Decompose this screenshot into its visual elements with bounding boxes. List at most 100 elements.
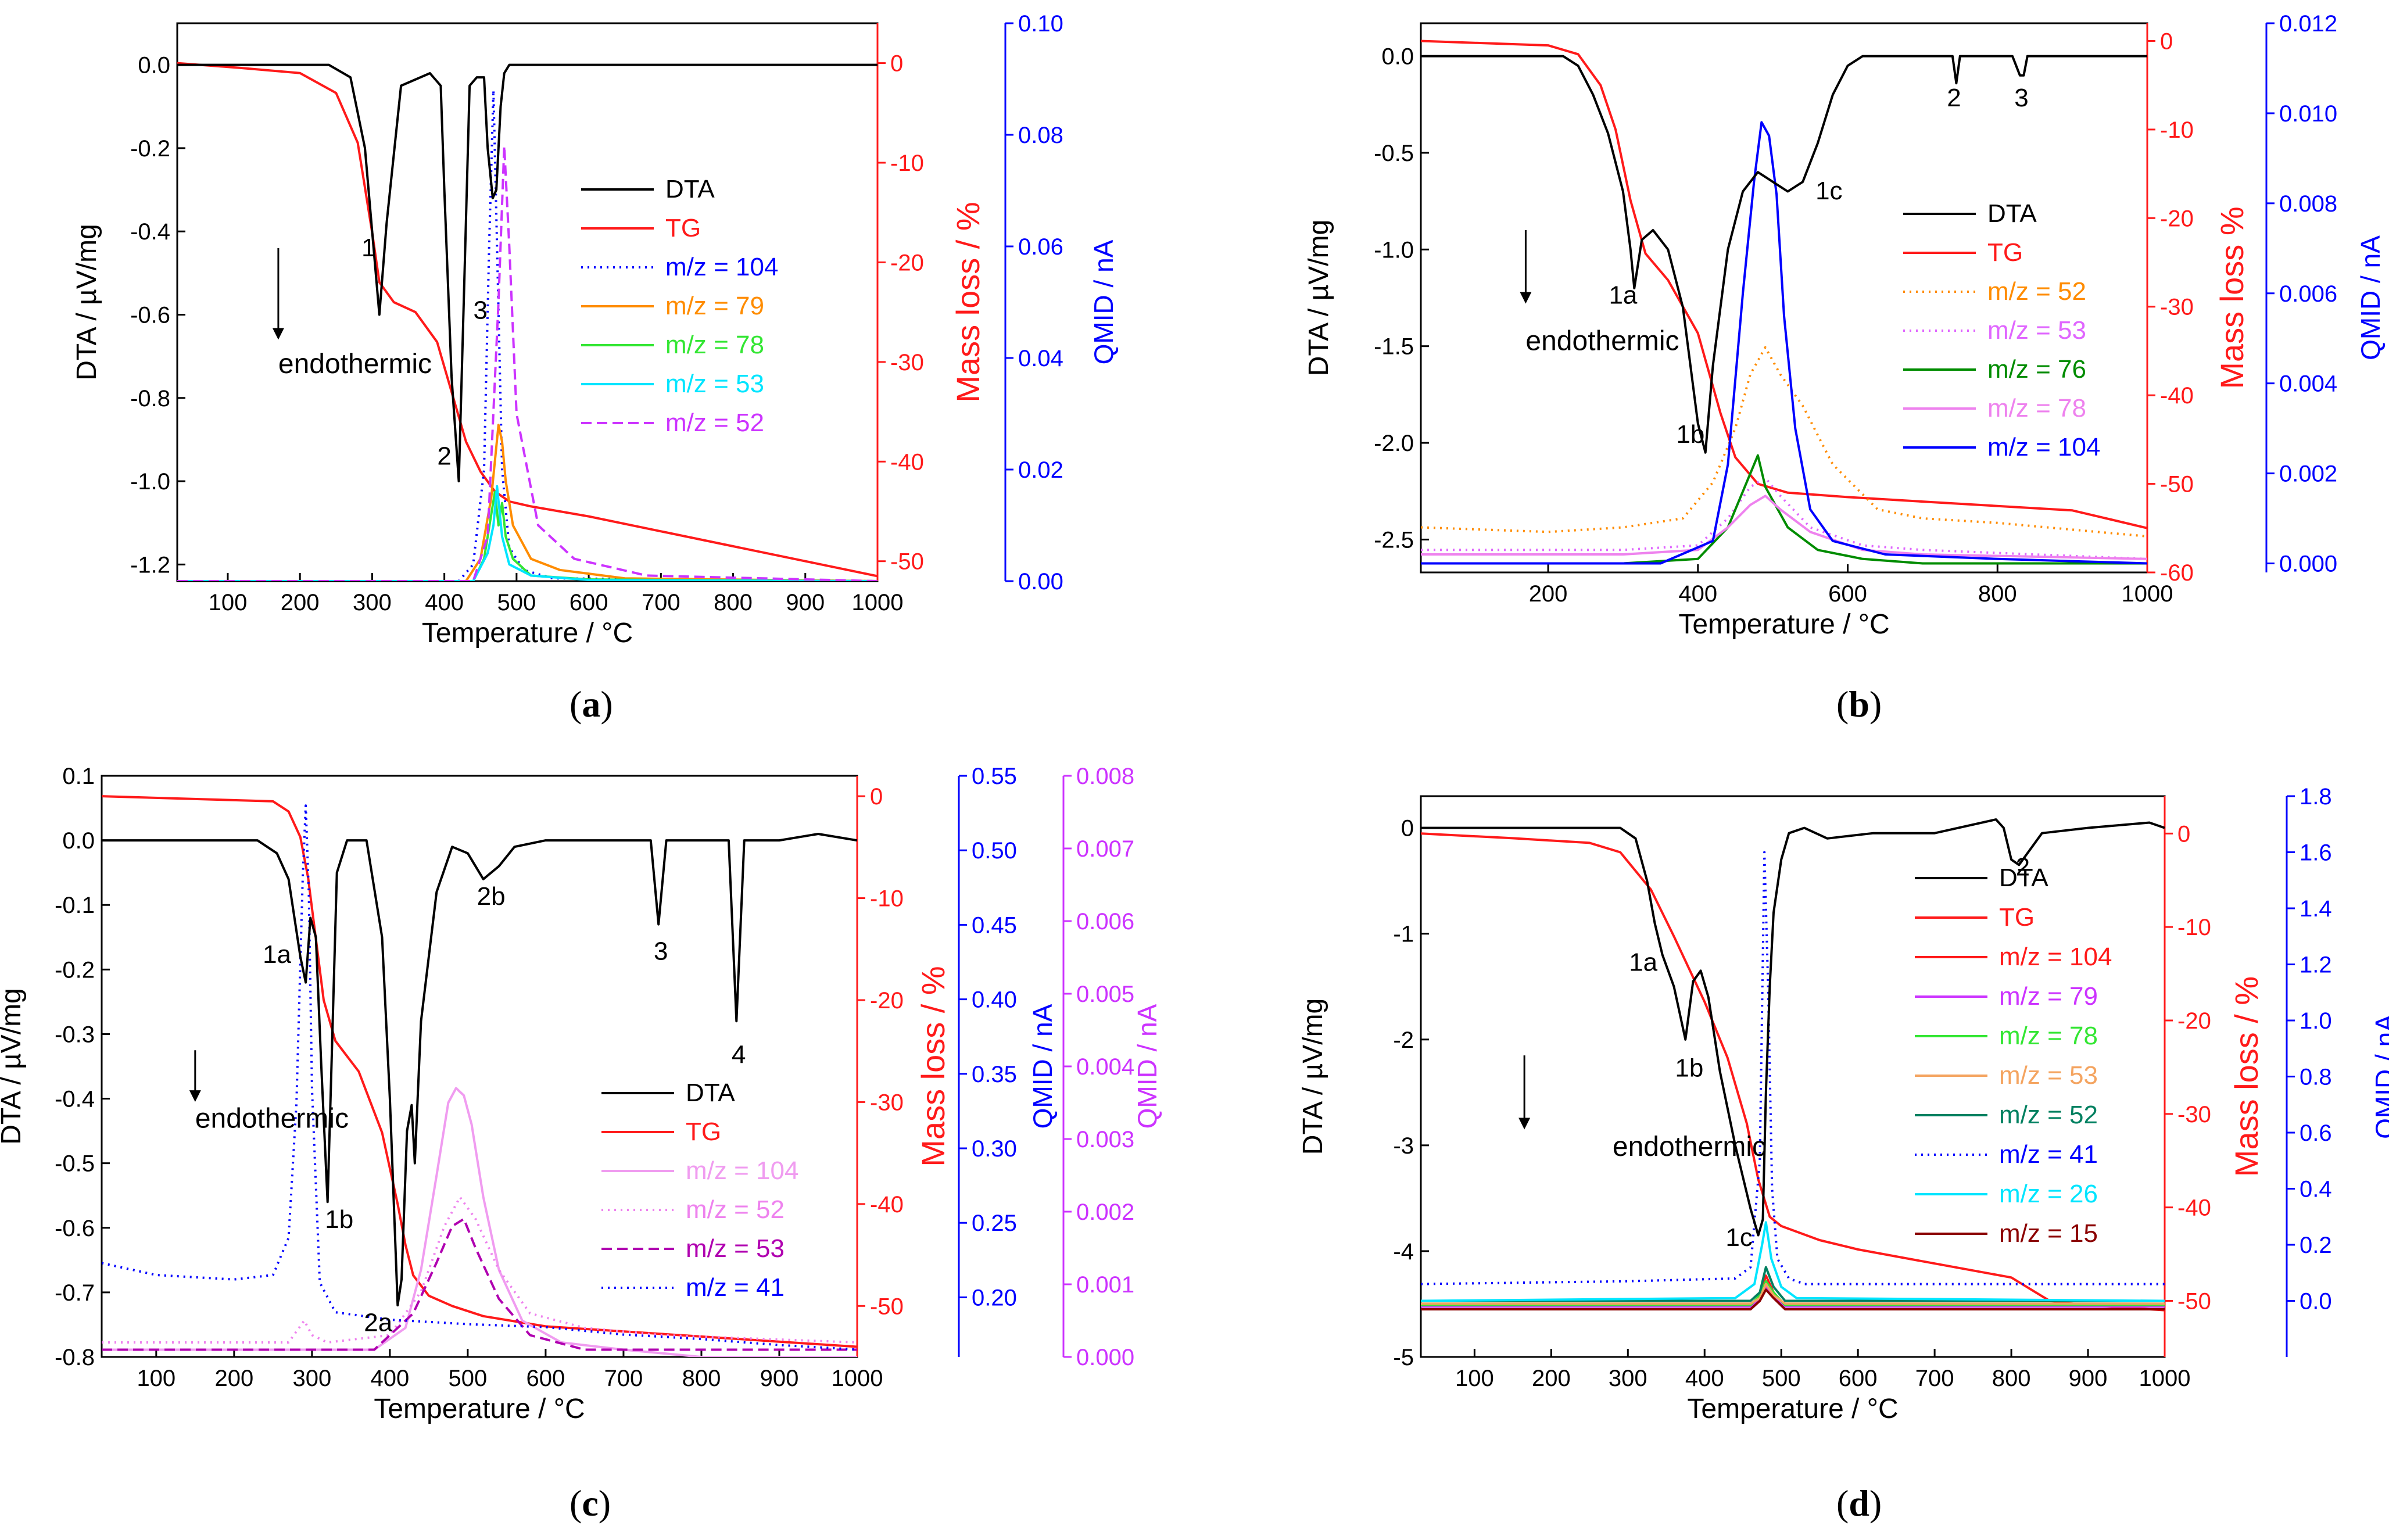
- annotation-label: 3: [2014, 84, 2028, 112]
- chart-panel-d: 100 200 300 400 500 600 700 800 900 1000Temperatu…: [1298, 784, 2389, 1424]
- y-right-axis-label: Mass loss %: [2214, 206, 2250, 389]
- y-right-tick-label: 0: [2177, 821, 2190, 847]
- x-tick-label: 800: [714, 590, 753, 615]
- y-right-tick-label: -30: [890, 350, 924, 375]
- y-left-tick-label: 0.0: [138, 53, 170, 78]
- y-left-tick-label: -0.2: [55, 957, 95, 983]
- y-right2-tick-label: 0.006: [2279, 281, 2337, 307]
- annotation-label: 1c: [1815, 177, 1842, 205]
- y-right-tick-label: -30: [870, 1090, 904, 1115]
- endothermic-arrow-head: [272, 328, 284, 340]
- y-left-tick-label: 0.1: [62, 764, 95, 789]
- y-left-tick-label: -0.2: [130, 136, 170, 162]
- y-left-tick-label: -3: [1393, 1133, 1414, 1159]
- y-right2-tick-label: 0.008: [2279, 191, 2337, 217]
- series-line-m-z-53: [1421, 1283, 2165, 1305]
- y-right3-axis-label: QMID / nA: [1132, 1004, 1162, 1129]
- series-line-m-z-53: [177, 485, 877, 581]
- y-right-tick-label: -20: [870, 988, 904, 1013]
- x-tick-label: 600: [1828, 581, 1867, 607]
- y-right-tick-label: 0: [2160, 28, 2173, 54]
- legend-label: m/z = 104: [686, 1156, 798, 1185]
- legend-label: DTA: [686, 1079, 735, 1107]
- x-tick-label: 400: [371, 1366, 410, 1391]
- legend-label: TG: [686, 1118, 721, 1146]
- y-left-tick-label: -2.0: [1374, 431, 1414, 456]
- y-left-tick-label: -0.4: [55, 1087, 95, 1112]
- y-right2-tick-label: 0.04: [1018, 346, 1063, 371]
- y-right2-tick-label: 0.00: [1018, 569, 1063, 594]
- annotation-label: endothermic: [1613, 1131, 1766, 1162]
- endothermic-arrow-head: [189, 1090, 201, 1102]
- annotation-label: 1b: [1676, 420, 1704, 449]
- x-tick-label: 900: [760, 1366, 799, 1391]
- y-right2-tick-label: 0.6: [2300, 1120, 2332, 1146]
- legend-label: m/z = 78: [665, 331, 764, 359]
- x-tick-label: 300: [353, 590, 392, 615]
- y-right-tick-label: -50: [2160, 472, 2194, 497]
- panel-caption-c: (c): [570, 1482, 611, 1524]
- annotation-label: 4: [732, 1040, 746, 1069]
- annotation-label: endothermic: [278, 349, 432, 379]
- x-tick-label: 100: [209, 590, 248, 615]
- y-left-tick-label: -0.6: [130, 302, 170, 328]
- series-line-dta: [1421, 55, 2147, 454]
- y-left-tick-label: -0.4: [130, 219, 170, 245]
- y-right2-tick-label: 0.50: [972, 838, 1017, 864]
- series-line-m-z-15: [1421, 1288, 2165, 1310]
- y-right2-axis-label: QMID / nA: [1088, 239, 1119, 364]
- x-tick-label: 200: [1532, 1366, 1571, 1391]
- y-right-tick-label: -60: [2160, 560, 2194, 586]
- legend-label: m/z = 53: [1999, 1061, 2098, 1090]
- y-right2-axis-label: QMID / nA: [1027, 1004, 1058, 1129]
- endothermic-arrow-head: [1520, 292, 1532, 304]
- y-right-tick-label: -50: [890, 549, 924, 575]
- legend-label: m/z = 79: [1999, 982, 2098, 1011]
- y-left-tick-label: -1.0: [1374, 237, 1414, 263]
- legend-label: m/z = 79: [665, 292, 764, 320]
- legend-label: DTA: [1999, 864, 2048, 892]
- y-right2-tick-label: 0.02: [1018, 457, 1063, 483]
- legend-label: TG: [665, 214, 701, 242]
- series-line-m-z-53: [102, 1217, 857, 1351]
- x-tick-label: 700: [1915, 1366, 1954, 1391]
- y-right-tick-label: -30: [2160, 295, 2194, 320]
- series-line-tg: [177, 62, 877, 578]
- y-right2-tick-label: 0.55: [972, 764, 1017, 789]
- x-tick-label: 1000: [2122, 581, 2173, 607]
- y-left-axis-label: DTA / µV/mg: [1298, 998, 1328, 1155]
- series-line-m-z-26: [1421, 1221, 2165, 1302]
- y-left-tick-label: -2.5: [1374, 527, 1414, 553]
- y-right3-tick-label: 0.004: [1076, 1054, 1134, 1080]
- annotation-label: 1a: [1609, 281, 1637, 309]
- chart-panel-b: 200 400 600 800 1000 Temperature / °C 0.0 -0.5 -…: [1303, 11, 2386, 640]
- y-right3-tick-label: 0.005: [1076, 982, 1134, 1007]
- annotation-label: 1: [361, 234, 375, 262]
- y-right2-tick-label: 0.8: [2300, 1065, 2332, 1090]
- legend-label: DTA: [665, 175, 715, 203]
- y-right-tick-label: -40: [2177, 1195, 2211, 1221]
- x-tick-label: 800: [1992, 1366, 2031, 1391]
- legend-label: m/z = 15: [1999, 1219, 2098, 1248]
- y-right2-tick-label: 0.2: [2300, 1233, 2332, 1258]
- x-tick-label: 600: [1839, 1366, 1878, 1391]
- x-tick-label: 100: [1455, 1366, 1494, 1391]
- y-right-tick-label: -40: [890, 449, 924, 475]
- panel-caption-b: (b): [1836, 683, 1882, 725]
- x-tick-label: 1000: [832, 1366, 883, 1391]
- legend-label: m/z = 76: [1987, 355, 2086, 384]
- y-left-tick-label: 0.0: [62, 828, 95, 854]
- series-line-m-z-41: [102, 804, 857, 1351]
- y-left-tick-label: -0.7: [55, 1280, 95, 1306]
- x-axis-label: Temperature / °C: [1678, 609, 1889, 640]
- y-right2-tick-label: 1.4: [2300, 896, 2332, 922]
- series-line-m-z-79: [177, 424, 877, 581]
- y-right3-tick-label: 0.008: [1076, 764, 1134, 789]
- x-tick-label: 400: [1685, 1366, 1724, 1391]
- series-line-tg: [102, 795, 857, 1348]
- series-line-m-z-104: [102, 1087, 857, 1357]
- chart-panel-a: 100 200 300 400 500 600 700 800 900 1000 Temperatu…: [71, 11, 1119, 649]
- x-tick-label: 600: [526, 1366, 565, 1391]
